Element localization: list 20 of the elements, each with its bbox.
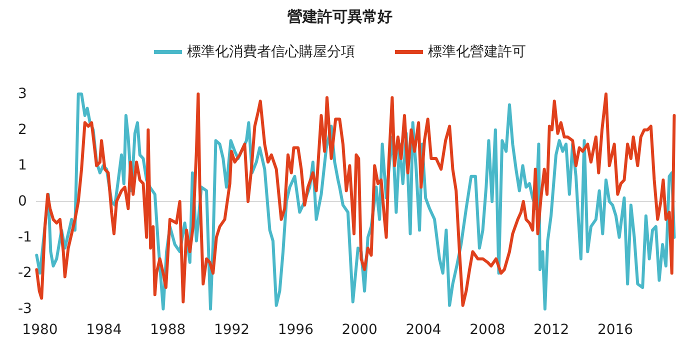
y-tick-label: 2	[18, 122, 27, 138]
y-tick-label: -3	[18, 301, 32, 317]
x-tick-label: 2000	[342, 322, 378, 338]
x-tick-label: 1984	[86, 322, 122, 338]
x-tick-label: 2012	[534, 322, 570, 338]
legend-label: 標準化營建許可	[428, 44, 526, 60]
y-tick-label: -1	[18, 229, 32, 246]
legend-label: 標準化消費者信心購屋分項	[187, 44, 355, 60]
chart-title: 營建許可異常好	[288, 8, 392, 26]
x-tick-label: 1992	[214, 322, 250, 338]
y-tick-label: 1	[18, 158, 27, 174]
x-tick-label: 2004	[406, 322, 442, 338]
x-tick-label: 1980	[22, 322, 58, 338]
x-tick-label: 2008	[470, 322, 506, 338]
x-tick-label: 1996	[278, 322, 314, 338]
y-tick-label: 3	[18, 86, 27, 102]
y-tick-label: 0	[18, 194, 27, 210]
y-tick-label: -2	[18, 265, 32, 282]
x-tick-label: 1988	[150, 322, 186, 338]
x-tick-label: 2016	[597, 322, 634, 338]
